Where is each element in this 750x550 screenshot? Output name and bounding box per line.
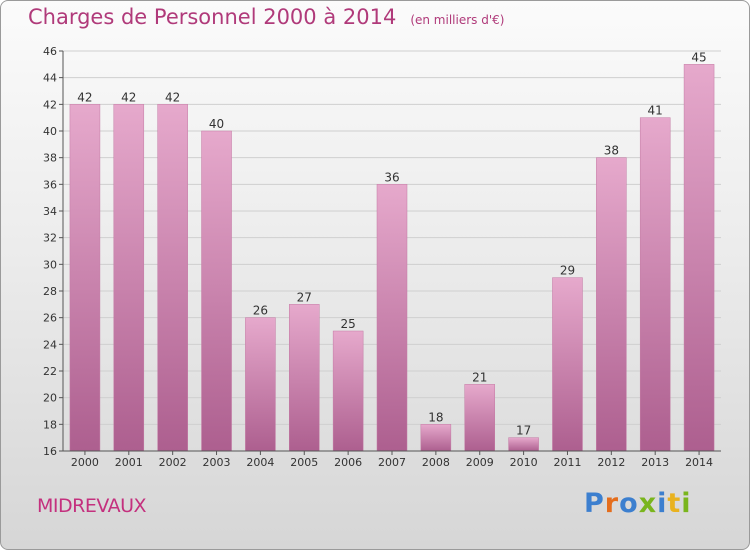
y-tick-label: 18 <box>43 418 57 431</box>
x-tick-label: 2008 <box>422 456 450 469</box>
y-tick-label: 16 <box>43 445 57 458</box>
x-tick-label: 2001 <box>115 456 143 469</box>
value-label: 42 <box>165 90 180 104</box>
logo-letter: t <box>667 488 682 519</box>
value-label: 36 <box>384 170 399 184</box>
bar-2014 <box>683 64 715 452</box>
chart-subtitle: (en milliers d'€) <box>410 13 505 27</box>
logo-letter: r <box>604 488 620 519</box>
y-tick-label: 28 <box>43 285 57 298</box>
x-tick-label: 2011 <box>553 456 581 469</box>
bar-2010 <box>508 437 539 452</box>
value-label: 27 <box>297 290 312 304</box>
value-label: 21 <box>472 370 487 384</box>
x-tick-label: 2003 <box>203 456 231 469</box>
y-tick-label: 40 <box>43 125 57 138</box>
bar-2006 <box>332 330 364 452</box>
x-tick-label: 2005 <box>290 456 318 469</box>
value-label: 40 <box>209 117 224 131</box>
y-tick-label: 32 <box>43 232 57 245</box>
y-tick-label: 34 <box>43 205 57 218</box>
y-tick-label: 26 <box>43 312 57 325</box>
x-tick-label: 2007 <box>378 456 406 469</box>
labels: 16 18 20 22 24 26 28 30 32 34 36 38 40 42 44 46 42 2000 42… <box>43 45 713 469</box>
logo-letter: P <box>584 488 605 519</box>
bar-2008 <box>420 424 452 452</box>
bar-2004 <box>245 317 276 452</box>
value-label: 25 <box>340 317 355 331</box>
y-tick-label: 36 <box>43 178 57 191</box>
bar-2009 <box>464 384 495 452</box>
x-tick-label: 2000 <box>71 456 99 469</box>
y-tick-label: 44 <box>43 72 57 85</box>
bar-2002 <box>157 104 188 452</box>
bar-2013 <box>639 117 671 452</box>
value-label: 42 <box>121 90 136 104</box>
chart-title: Charges de Personnel 2000 à 2014 <box>28 5 397 29</box>
y-tick-label: 46 <box>43 45 57 58</box>
value-label: 41 <box>648 104 663 118</box>
bar-2007 <box>376 184 408 452</box>
x-tick-label: 2010 <box>510 456 538 469</box>
y-tick-label: 38 <box>43 152 57 165</box>
value-label: 18 <box>428 410 443 424</box>
axes <box>59 50 721 455</box>
x-tick-label: 2012 <box>597 456 625 469</box>
value-label: 17 <box>516 424 531 438</box>
value-label: 42 <box>77 90 92 104</box>
logo-letter: o <box>619 488 639 519</box>
x-tick-label: 2009 <box>466 456 494 469</box>
bar-2005 <box>289 304 320 452</box>
x-tick-label: 2013 <box>641 456 669 469</box>
value-label: 29 <box>560 264 575 278</box>
chart-title-block: Charges de Personnel 2000 à 2014 (en mill… <box>28 5 504 29</box>
logo-letter: x <box>638 488 658 519</box>
value-label: 26 <box>253 304 268 318</box>
proxiti-logo: Proxiti <box>584 488 692 519</box>
value-label: 38 <box>604 144 619 158</box>
bar-2012 <box>596 157 627 452</box>
y-tick-label: 22 <box>43 365 57 378</box>
y-tick-label: 20 <box>43 392 57 405</box>
value-label: 45 <box>691 50 706 64</box>
x-tick-label: 2014 <box>685 456 713 469</box>
y-tick-label: 30 <box>43 258 57 271</box>
bar-2001 <box>113 104 145 452</box>
x-tick-label: 2006 <box>334 456 362 469</box>
logo-letter: i <box>681 488 692 519</box>
y-tick-label: 24 <box>43 338 57 351</box>
y-tick-label: 42 <box>43 98 57 111</box>
x-tick-label: 2004 <box>246 456 274 469</box>
commune-name: MIDREVAUX <box>37 495 147 517</box>
x-tick-label: 2002 <box>159 456 187 469</box>
bar-2000 <box>69 104 101 452</box>
logo-letter: i <box>657 488 668 519</box>
bar-2003 <box>201 130 232 452</box>
bars <box>69 64 715 452</box>
bar-2011 <box>552 277 583 452</box>
